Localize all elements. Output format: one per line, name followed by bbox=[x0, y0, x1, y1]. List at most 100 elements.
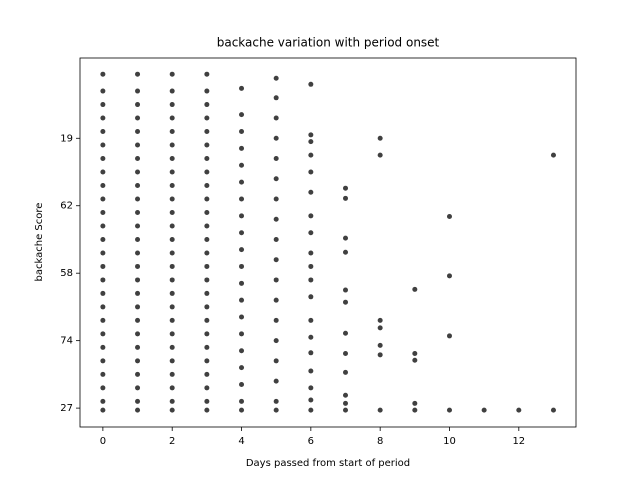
point bbox=[135, 407, 141, 413]
point bbox=[239, 263, 245, 269]
point bbox=[308, 350, 314, 356]
point bbox=[308, 213, 314, 219]
point bbox=[100, 209, 106, 215]
point bbox=[100, 407, 106, 413]
point bbox=[239, 145, 245, 151]
point bbox=[204, 102, 210, 108]
point bbox=[204, 209, 210, 215]
point bbox=[135, 398, 141, 404]
point bbox=[446, 273, 452, 279]
point bbox=[273, 407, 279, 413]
point bbox=[100, 236, 106, 242]
point bbox=[204, 290, 210, 296]
point bbox=[135, 277, 141, 283]
point bbox=[100, 398, 106, 404]
point bbox=[273, 216, 279, 222]
point bbox=[308, 397, 314, 403]
point bbox=[412, 407, 418, 413]
point bbox=[239, 280, 245, 286]
point bbox=[204, 129, 210, 135]
point bbox=[308, 81, 314, 87]
point bbox=[239, 112, 245, 118]
point bbox=[273, 317, 279, 323]
point bbox=[135, 102, 141, 108]
point bbox=[204, 182, 210, 188]
point bbox=[100, 331, 106, 337]
point bbox=[100, 317, 106, 323]
point bbox=[239, 247, 245, 253]
point bbox=[239, 382, 245, 388]
point bbox=[481, 407, 487, 413]
point bbox=[273, 297, 279, 303]
point bbox=[308, 189, 314, 195]
point bbox=[169, 196, 175, 202]
point bbox=[308, 294, 314, 300]
point bbox=[343, 249, 349, 255]
point bbox=[239, 162, 245, 168]
point bbox=[135, 358, 141, 364]
point bbox=[204, 250, 210, 256]
x-tick-label: 2 bbox=[169, 436, 175, 447]
point bbox=[100, 115, 106, 121]
point bbox=[239, 213, 245, 219]
point bbox=[239, 365, 245, 371]
point bbox=[204, 277, 210, 283]
point bbox=[343, 350, 349, 356]
point bbox=[135, 156, 141, 162]
point bbox=[377, 152, 383, 158]
point bbox=[135, 142, 141, 148]
point bbox=[308, 317, 314, 323]
point bbox=[204, 331, 210, 337]
point bbox=[204, 398, 210, 404]
point bbox=[204, 371, 210, 377]
point bbox=[204, 304, 210, 310]
point bbox=[169, 182, 175, 188]
x-tick-label: 0 bbox=[100, 436, 106, 447]
point bbox=[239, 85, 245, 91]
point bbox=[273, 257, 279, 263]
point bbox=[343, 392, 349, 398]
point bbox=[377, 135, 383, 141]
y-tick-label: 62 bbox=[60, 201, 73, 212]
point bbox=[412, 357, 418, 363]
point bbox=[135, 317, 141, 323]
point bbox=[273, 378, 279, 384]
y-tick-label: 58 bbox=[60, 268, 73, 279]
point bbox=[169, 358, 175, 364]
point bbox=[204, 344, 210, 350]
point bbox=[204, 71, 210, 77]
point bbox=[412, 350, 418, 356]
point bbox=[273, 115, 279, 121]
point bbox=[100, 250, 106, 256]
point bbox=[273, 277, 279, 283]
point bbox=[100, 358, 106, 364]
point bbox=[377, 325, 383, 331]
point bbox=[239, 314, 245, 320]
y-tick-label: 74 bbox=[60, 336, 73, 347]
point bbox=[308, 250, 314, 256]
x-tick-label: 6 bbox=[308, 436, 314, 447]
point bbox=[308, 385, 314, 391]
chart-title: backache variation with period onset bbox=[217, 36, 440, 50]
point bbox=[100, 102, 106, 108]
point bbox=[169, 236, 175, 242]
point bbox=[135, 71, 141, 77]
point bbox=[169, 250, 175, 256]
point bbox=[204, 223, 210, 229]
point bbox=[204, 358, 210, 364]
point bbox=[273, 156, 279, 162]
point bbox=[273, 236, 279, 242]
point bbox=[135, 88, 141, 94]
point bbox=[169, 407, 175, 413]
point bbox=[343, 369, 349, 375]
point bbox=[169, 263, 175, 269]
point bbox=[343, 195, 349, 201]
point bbox=[100, 385, 106, 391]
point bbox=[204, 156, 210, 162]
point bbox=[239, 348, 245, 354]
point bbox=[169, 129, 175, 135]
point bbox=[169, 142, 175, 148]
point bbox=[377, 352, 383, 358]
point bbox=[343, 330, 349, 336]
x-tick-label: 10 bbox=[443, 436, 456, 447]
